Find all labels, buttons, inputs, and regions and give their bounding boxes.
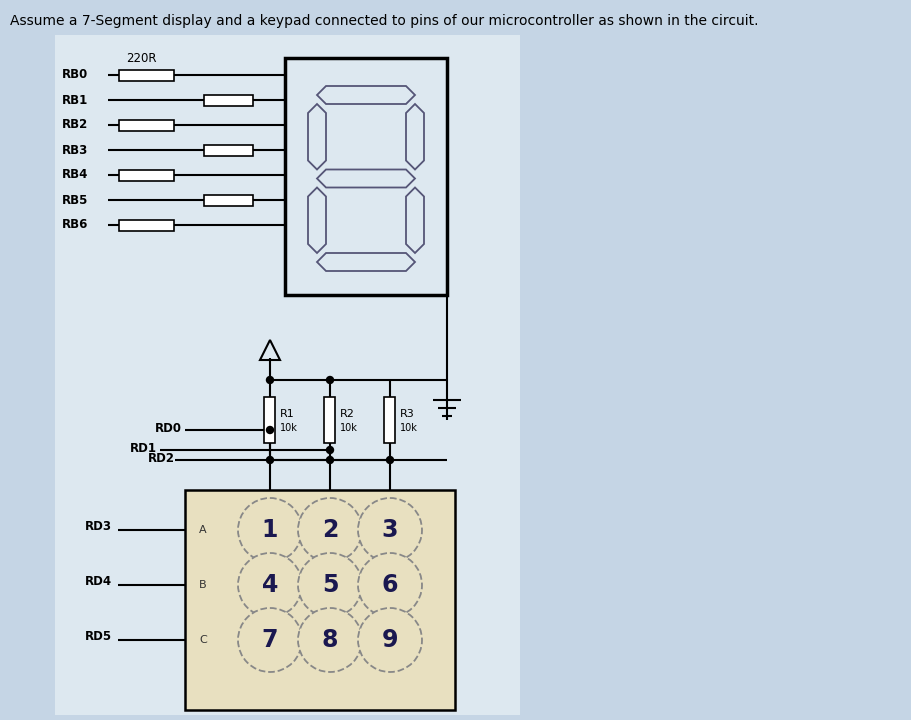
Circle shape — [386, 456, 393, 464]
Bar — [264, 397, 275, 444]
Text: 5: 5 — [322, 573, 338, 597]
Bar — [384, 397, 395, 444]
Circle shape — [266, 456, 273, 464]
Bar — [185, 490, 455, 710]
Bar — [118, 169, 174, 181]
Text: RB2: RB2 — [62, 119, 88, 132]
Text: A: A — [199, 525, 207, 535]
Circle shape — [266, 377, 273, 384]
Text: RD2: RD2 — [148, 452, 175, 465]
Text: 2: 2 — [322, 518, 338, 542]
Circle shape — [358, 498, 422, 562]
Text: R1: R1 — [279, 409, 294, 419]
Text: 4: 4 — [261, 573, 278, 597]
Bar — [204, 194, 252, 205]
Bar — [204, 94, 252, 106]
Text: RB6: RB6 — [62, 218, 88, 232]
Text: 9: 9 — [382, 628, 398, 652]
Text: 1: 1 — [261, 518, 278, 542]
Text: RD5: RD5 — [85, 630, 112, 643]
Circle shape — [298, 608, 362, 672]
Text: RD0: RD0 — [155, 422, 182, 435]
Bar — [118, 70, 174, 81]
Circle shape — [238, 498, 302, 562]
Text: RD3: RD3 — [85, 520, 112, 533]
Bar — [324, 397, 335, 444]
Text: RB4: RB4 — [62, 168, 88, 181]
Text: RB3: RB3 — [62, 143, 88, 156]
Bar — [55, 35, 519, 715]
Bar — [204, 145, 252, 156]
Text: 8: 8 — [322, 628, 338, 652]
Text: RB1: RB1 — [62, 94, 88, 107]
Text: 6: 6 — [382, 573, 398, 597]
Circle shape — [326, 377, 333, 384]
Bar — [284, 58, 446, 295]
Text: 10k: 10k — [339, 423, 357, 433]
Text: B: B — [199, 580, 207, 590]
Text: 10k: 10k — [399, 423, 417, 433]
Circle shape — [326, 446, 333, 454]
Text: 7: 7 — [261, 628, 278, 652]
Circle shape — [238, 608, 302, 672]
Text: 2: 2 — [326, 498, 333, 508]
Bar — [118, 220, 174, 230]
Text: Assume a 7-Segment display and a keypad connected to pins of our microcontroller: Assume a 7-Segment display and a keypad … — [10, 14, 758, 28]
Circle shape — [298, 498, 362, 562]
Text: 220R: 220R — [126, 53, 157, 66]
Text: 3: 3 — [386, 498, 393, 508]
Bar — [118, 120, 174, 130]
Text: RD1: RD1 — [130, 442, 157, 455]
Text: 10k: 10k — [279, 423, 297, 433]
Text: RB5: RB5 — [62, 194, 88, 207]
Circle shape — [358, 608, 422, 672]
Circle shape — [238, 553, 302, 617]
Text: RD4: RD4 — [85, 575, 112, 588]
Text: RB0: RB0 — [62, 68, 88, 81]
Text: 3: 3 — [382, 518, 398, 542]
Circle shape — [326, 456, 333, 464]
Text: R2: R2 — [339, 409, 354, 419]
Circle shape — [266, 426, 273, 433]
Circle shape — [298, 553, 362, 617]
Text: C: C — [199, 635, 207, 645]
Text: 1: 1 — [267, 498, 272, 508]
Text: R3: R3 — [399, 409, 414, 419]
Circle shape — [358, 553, 422, 617]
